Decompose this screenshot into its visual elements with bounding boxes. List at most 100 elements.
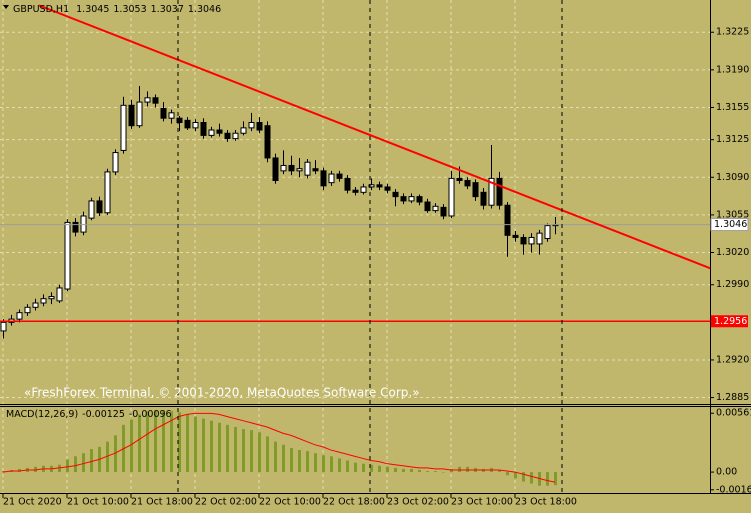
macd-bar xyxy=(442,472,445,473)
candle-body xyxy=(0,321,7,332)
candle-body xyxy=(32,302,39,308)
macd-bar xyxy=(242,429,245,473)
candle-body xyxy=(224,132,231,140)
y-tick-label: 1.2920 xyxy=(716,354,749,365)
macd-bar xyxy=(418,469,421,473)
macd-bar xyxy=(522,472,525,482)
macd-bar xyxy=(210,420,213,473)
y-tick-label: -0.00169 xyxy=(716,484,751,495)
y-tick-label: 1.3190 xyxy=(716,64,749,75)
macd-bar xyxy=(362,463,365,473)
candle-body xyxy=(40,298,47,304)
y-tick-label: 1.3020 xyxy=(716,247,749,258)
macd-bar xyxy=(258,432,261,473)
macd-bar xyxy=(506,472,509,476)
macd-bar xyxy=(514,472,517,479)
candle-body xyxy=(424,201,431,212)
macd-main-value: -0.00125 xyxy=(82,409,125,420)
candle-body xyxy=(512,234,519,238)
x-tick-label: 23 Oct 18:00 xyxy=(515,497,577,508)
macd-bar xyxy=(186,414,189,473)
candle-body xyxy=(128,104,135,127)
macd-bar xyxy=(426,471,429,473)
macd-bar xyxy=(58,464,61,473)
candle-body xyxy=(392,191,399,198)
candle-body xyxy=(184,119,191,129)
y-tick-label: 1.3090 xyxy=(716,172,749,183)
macd-signal-value: -0.00096 xyxy=(129,409,172,420)
horizontal-line-label: 1.2956 xyxy=(714,316,747,327)
x-tick-label: 21 Oct 2020 xyxy=(3,497,62,508)
candle-body xyxy=(296,168,303,172)
macd-bar xyxy=(458,466,461,473)
macd-bar xyxy=(530,472,533,484)
macd-bar xyxy=(330,456,333,473)
candle-body xyxy=(256,121,263,131)
macd-bar xyxy=(162,410,165,473)
candle-body xyxy=(328,173,335,184)
candle-body xyxy=(72,221,79,233)
candle-body xyxy=(336,173,343,179)
macd-bar xyxy=(138,414,141,473)
candle-body xyxy=(240,127,247,134)
candle-body xyxy=(176,117,183,123)
candle-body xyxy=(368,184,375,188)
candle-body xyxy=(104,171,111,214)
menu-arrow[interactable] xyxy=(3,5,9,9)
candle-body xyxy=(384,186,391,191)
macd-bar xyxy=(322,455,325,473)
candle-body xyxy=(472,182,479,198)
macd-bar xyxy=(106,441,109,473)
candle-body xyxy=(264,125,271,159)
macd-bar xyxy=(250,430,253,473)
candle-body xyxy=(448,177,455,217)
macd-bar xyxy=(338,458,341,473)
candle-body xyxy=(352,189,359,193)
candle-body xyxy=(144,97,151,103)
candle-body xyxy=(136,101,143,127)
macd-bar xyxy=(274,441,277,473)
candle-body xyxy=(400,196,407,202)
candle-body xyxy=(208,129,215,136)
candle-body xyxy=(120,104,127,151)
signal-line xyxy=(2,412,556,483)
x-tick-label: 23 Oct 10:00 xyxy=(451,497,513,508)
candle-body xyxy=(24,306,31,314)
candle-body xyxy=(416,196,423,203)
macd-bar xyxy=(466,466,469,473)
grid-layer xyxy=(0,0,710,493)
macd-bar xyxy=(298,450,301,473)
macd-bar xyxy=(450,468,453,473)
macd-bar xyxy=(394,467,397,473)
candle-body xyxy=(160,108,167,119)
macd-panel xyxy=(2,410,557,486)
macd-bar xyxy=(314,453,317,473)
candle-body xyxy=(488,177,495,206)
x-tick-label: 21 Oct 18:00 xyxy=(131,497,193,508)
candle-body xyxy=(280,164,287,172)
candle-body xyxy=(192,121,199,129)
candle-body xyxy=(504,204,511,236)
x-tick-label: 22 Oct 10:00 xyxy=(259,497,321,508)
macd-bar xyxy=(74,456,77,473)
macd-bar xyxy=(554,472,557,486)
macd-bar xyxy=(266,436,269,473)
open-value: 1.3045 xyxy=(76,4,109,15)
macd-bar xyxy=(498,469,501,473)
candle-body xyxy=(432,205,439,212)
candle-body xyxy=(480,191,487,206)
macd-bar xyxy=(234,426,237,473)
macd-bar xyxy=(306,451,309,473)
candle-body xyxy=(200,121,207,136)
candle-body xyxy=(16,312,23,320)
candle-body xyxy=(320,170,327,187)
candle-body xyxy=(464,180,471,187)
symbol: GBPUSD,H1 xyxy=(13,4,69,15)
macd-bar xyxy=(378,465,381,473)
x-tick-label: 22 Oct 18:00 xyxy=(323,497,385,508)
candle-body xyxy=(96,200,103,214)
x-tick-label: 22 Oct 02:00 xyxy=(195,497,257,508)
x-tick-label: 21 Oct 10:00 xyxy=(67,497,129,508)
macd-bar xyxy=(194,416,197,473)
candle-body xyxy=(496,177,503,206)
